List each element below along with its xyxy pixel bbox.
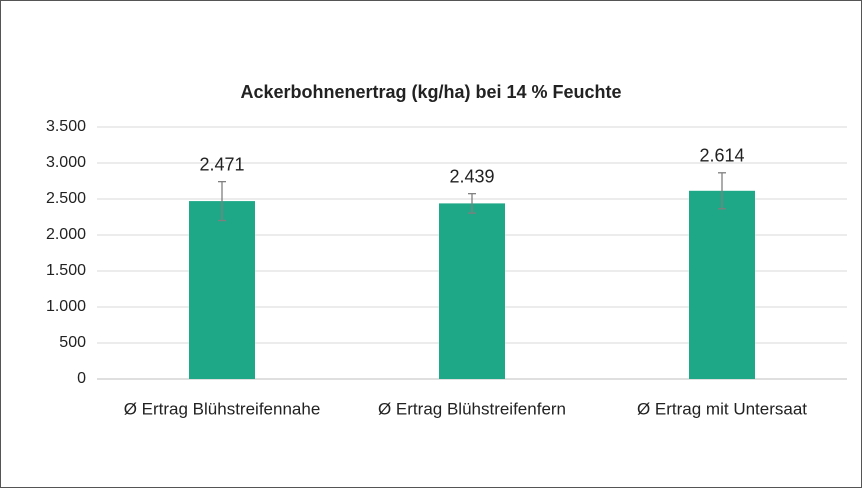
chart-title: Ackerbohnenertrag (kg/ha) bei 14 % Feuch… [240,82,621,102]
x-tick-label: Ø Ertrag mit Untersaat [637,399,807,418]
value-label: 2.439 [449,166,494,186]
error-bar [468,193,476,214]
error-bar [718,172,726,210]
value-label: 2.614 [699,146,744,166]
bar [189,201,255,379]
y-tick-label: 3.500 [46,118,86,135]
y-tick-label: 500 [59,334,86,351]
y-tick-label: 3.000 [46,154,86,171]
x-tick-label: Ø Ertrag Blühstreifennahe [124,399,321,418]
x-tick-label: Ø Ertrag Blühstreifenfern [378,399,566,418]
y-tick-label: 2.500 [46,190,86,207]
y-tick-label: 1.500 [46,262,86,279]
y-tick-label: 2.000 [46,226,86,243]
bar [689,190,755,379]
bar [439,203,505,379]
y-tick-label: 1.000 [46,298,86,315]
value-label: 2.471 [199,154,244,174]
error-bar [218,180,226,222]
y-tick-label: 0 [77,370,86,387]
